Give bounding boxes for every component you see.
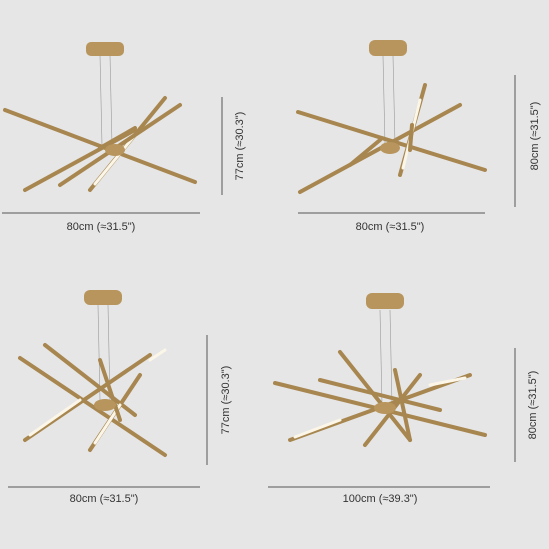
width-label: 100cm (≈39.3") [343,493,418,505]
chandelier [18,290,167,457]
chandelier-part [98,126,137,150]
chandelier-part [348,138,382,167]
chandelier-part [97,304,101,401]
chandelier-part [298,103,462,194]
chandelier [3,42,197,192]
chandelier-part [105,144,125,156]
chandelier-part [374,402,396,414]
height-label: 80cm (≈31.5") [529,102,541,171]
chandelier-part [109,54,113,146]
chandelier-part [99,54,103,146]
width-label: 80cm (≈31.5") [356,221,425,233]
chandelier-part [392,55,396,146]
chandelier-part [293,418,342,439]
chandelier-part [84,290,122,305]
chandelier-part [369,40,407,56]
chandelier-part [380,142,400,154]
chandelier-part [98,358,122,422]
chandelier-part [318,378,442,412]
chandelier-part [23,353,152,442]
width-label: 80cm (≈31.5") [70,493,139,505]
chandelier-part [93,133,137,186]
chandelier-part [428,376,467,387]
chandelier-part [393,368,412,442]
chandelier [273,293,487,447]
chandelier-part [86,42,124,56]
chandelier-part [382,55,386,146]
chandelier-part [148,348,167,362]
height-label: 77cm (≈30.3") [234,112,246,181]
chandelier-part [366,293,404,309]
chandelier-part [389,309,393,406]
chandelier-part [408,123,414,152]
chandelier-part [28,398,82,437]
chandelier-part [94,399,116,411]
chandelier-part [338,350,412,442]
height-label: 80cm (≈31.5") [527,371,539,440]
chandelier [296,40,487,194]
width-label: 80cm (≈31.5") [67,221,136,233]
chandelier-part [18,356,167,457]
chandelier-part [379,309,383,406]
height-label: 77cm (≈30.3") [220,366,232,435]
